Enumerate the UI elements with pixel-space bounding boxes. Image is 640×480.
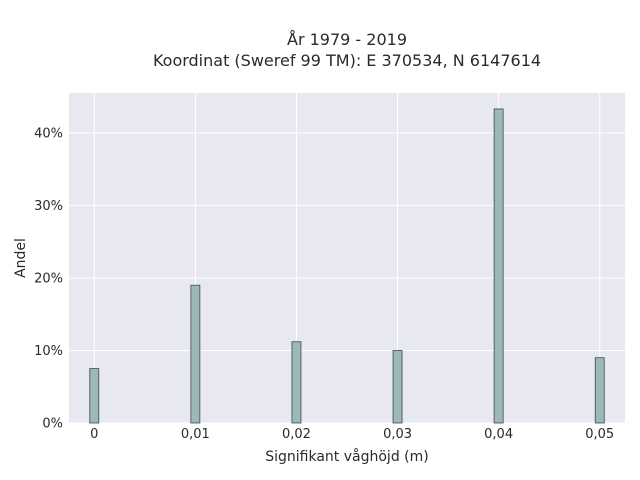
x-tick-label: 0,05 [585, 427, 614, 442]
y-tick-label: 20% [34, 271, 63, 286]
y-axis-title: Andel [13, 238, 29, 278]
y-tick-labels: 0% 10% 20% 30% 40% [34, 126, 63, 431]
bar [493, 108, 504, 424]
bars [89, 108, 605, 424]
y-tick-label: 40% [34, 126, 63, 141]
bar [594, 357, 605, 424]
x-tick-label: 0,04 [484, 427, 513, 442]
chart-title: År 1979 - 2019 [287, 30, 407, 49]
y-tick-label: 10% [34, 344, 63, 359]
x-tick-labels: 0 0,01 0,02 0,03 0,04 0,05 [90, 427, 614, 442]
y-tick-label: 0% [42, 417, 63, 432]
bar [392, 350, 403, 424]
x-tick-label: 0,03 [383, 427, 412, 442]
x-axis-title: Signifikant våghöjd (m) [265, 448, 428, 465]
plot-area [69, 93, 625, 423]
bar [291, 341, 302, 424]
x-tick-label: 0,01 [181, 427, 210, 442]
y-tick-label: 30% [34, 199, 63, 214]
x-tick-label: 0,02 [282, 427, 311, 442]
x-tick-label: 0 [90, 427, 98, 442]
chart-subtitle: Koordinat (Sweref 99 TM): E 370534, N 61… [153, 51, 541, 70]
bar [190, 284, 201, 424]
bar [89, 368, 100, 424]
